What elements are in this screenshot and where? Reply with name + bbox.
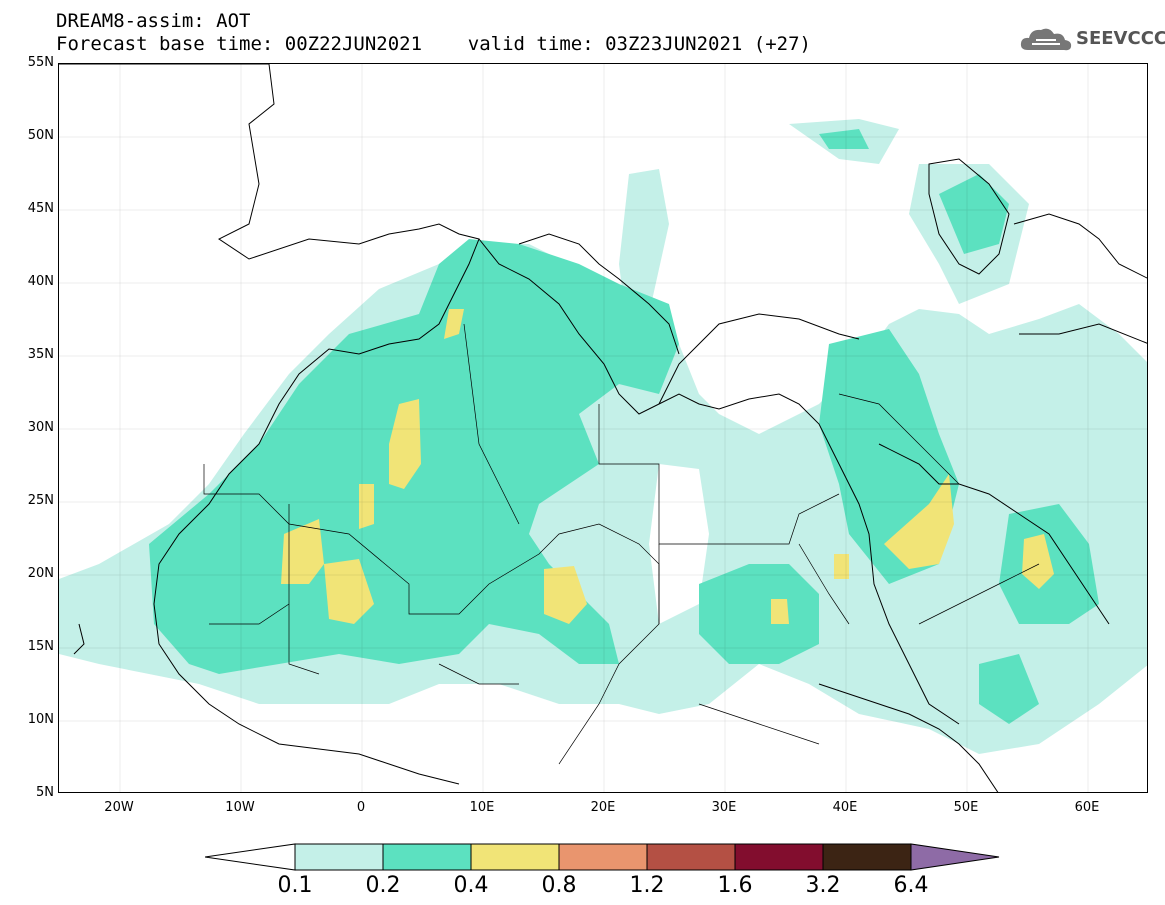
lat-label: 5N	[36, 785, 54, 800]
colorbar-label: 0.1	[277, 873, 313, 898]
aot-zone-medium	[819, 129, 869, 149]
colorbar-segment	[382, 843, 472, 871]
lat-label: 20N	[27, 566, 54, 581]
lon-label: 30E	[711, 800, 737, 815]
aot-zone-high	[444, 309, 464, 339]
lon-label: 10E	[469, 800, 495, 815]
lat-label: 25N	[27, 493, 54, 508]
lat-label: 35N	[27, 347, 54, 362]
aot-zone-high	[544, 566, 587, 624]
lat-label: 10N	[27, 712, 54, 727]
lat-label: 45N	[27, 201, 54, 216]
lon-label: 60E	[1074, 800, 1100, 815]
aot-map	[59, 64, 1147, 792]
lat-label: 55N	[27, 55, 54, 70]
colorbar-label: 6.4	[893, 873, 929, 898]
colorbar-label: 0.8	[541, 873, 577, 898]
lat-label: 15N	[27, 639, 54, 654]
aot-zone-high	[359, 484, 374, 529]
colorbar-label: 0.2	[365, 873, 401, 898]
lon-label: 50E	[953, 800, 979, 815]
colorbar-segment	[294, 843, 384, 871]
aot-zone-medium	[939, 174, 1009, 254]
aot-zone-high	[884, 474, 954, 569]
lat-label: 50N	[27, 128, 54, 143]
colorbar-label: 1.6	[717, 873, 753, 898]
aot-zone-medium	[699, 564, 819, 664]
aot-zone-high	[771, 599, 789, 624]
coastlines	[59, 64, 1147, 792]
colorbar-segment	[470, 843, 560, 871]
cloud-icon	[1020, 28, 1072, 51]
map-title: DREAM8-assim: AOT	[56, 10, 251, 32]
lat-label: 40N	[27, 274, 54, 289]
colorbar-segment	[646, 843, 736, 871]
colorbar-segment	[734, 843, 824, 871]
aot-zone-high	[1022, 534, 1054, 589]
aot-zone-high	[324, 559, 374, 624]
colorbar-segment	[558, 843, 648, 871]
seevccc-logo: SEEVCCC	[1018, 24, 1165, 56]
colorbar-label: 0.4	[453, 873, 489, 898]
colorbar-segment	[822, 843, 912, 871]
lon-label: 10W	[225, 800, 255, 815]
aot-zone-high	[281, 519, 324, 584]
colorbar-max-arrow	[910, 843, 1000, 871]
lon-label: 0	[356, 800, 366, 815]
graticule	[59, 64, 1147, 792]
lon-label: 20W	[104, 800, 134, 815]
colorbar-label: 1.2	[629, 873, 665, 898]
aot-zone-high	[834, 554, 849, 579]
colorbar	[205, 843, 1000, 871]
colorbar-label: 3.2	[805, 873, 841, 898]
aot-zone-medium	[979, 654, 1039, 724]
forecast-times: Forecast base time: 00Z22JUN2021 valid t…	[56, 33, 811, 55]
lon-label: 20E	[590, 800, 616, 815]
borders	[203, 323, 1040, 765]
colorbar-min-arrow	[205, 843, 296, 871]
lon-label: 40E	[832, 800, 858, 815]
aot-zone-high	[389, 399, 421, 489]
map-frame	[58, 63, 1148, 793]
lat-label: 30N	[27, 420, 54, 435]
logo-text: SEEVCCC	[1076, 28, 1165, 49]
